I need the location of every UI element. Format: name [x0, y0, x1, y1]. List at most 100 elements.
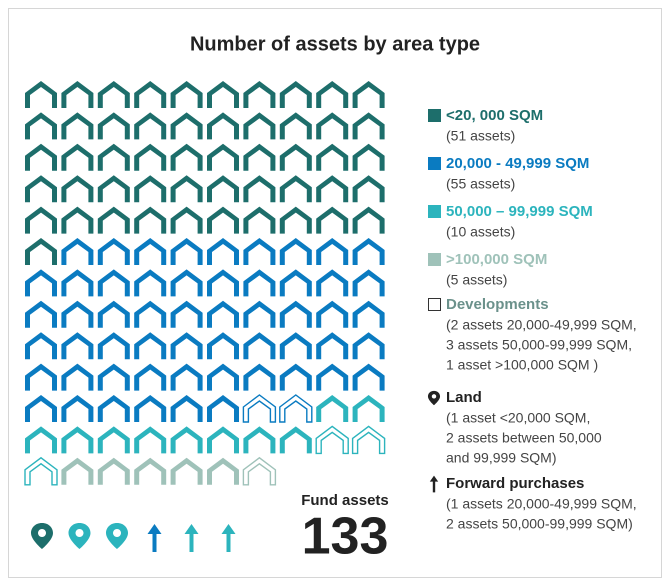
- asset-icon: [207, 395, 239, 422]
- asset-icon: [25, 143, 57, 171]
- asset-icon: [97, 363, 130, 391]
- asset-icon: [134, 332, 167, 360]
- development-icon: [315, 425, 349, 455]
- asset-icon: [207, 426, 239, 454]
- asset-icon: [279, 175, 312, 203]
- total: 133: [302, 508, 389, 566]
- asset-icon: [316, 238, 349, 265]
- asset-icon: [170, 457, 203, 485]
- asset-icon: [25, 332, 57, 360]
- legend-icon: [429, 475, 439, 493]
- asset-icon: [316, 81, 349, 108]
- legend-note: 3 assets 50,000-99,999 SQM,: [446, 337, 632, 353]
- asset-icon: [170, 269, 203, 297]
- asset-icon: [25, 300, 57, 328]
- asset-icon: [61, 81, 94, 108]
- asset-icon: [134, 143, 167, 171]
- development-icon: [279, 394, 313, 423]
- asset-icon: [134, 269, 167, 297]
- card: [8, 8, 662, 578]
- asset-icon: [243, 206, 276, 234]
- asset-icon: [316, 269, 349, 297]
- forward-icon: [221, 524, 236, 552]
- asset-icon: [352, 206, 385, 234]
- legend-note: (51 assets): [446, 128, 515, 144]
- asset-icon: [61, 112, 94, 140]
- asset-icon: [352, 143, 385, 171]
- legend-note: 2 assets between 50,000: [446, 430, 602, 446]
- forward-icon: [184, 524, 199, 552]
- asset-icon: [243, 300, 276, 328]
- asset-icon: [61, 143, 94, 171]
- asset-icon: [134, 112, 167, 140]
- legend-note: and 99,999 SQM): [446, 450, 557, 466]
- asset-icon: [170, 238, 203, 265]
- asset-icon: [25, 175, 57, 203]
- asset-icon: [61, 300, 94, 328]
- asset-icon: [207, 206, 239, 234]
- asset-icon: [170, 143, 203, 171]
- legend-note: 1 asset >100,000 SQM ): [446, 357, 598, 373]
- asset-icon: [97, 300, 130, 328]
- asset-icon: [316, 395, 349, 422]
- legend-label: <20, 000 SQM: [446, 107, 543, 124]
- legend-label: 20,000 - 49,999 SQM: [446, 155, 589, 172]
- legend-swatch: [428, 157, 441, 170]
- asset-icon: [25, 112, 57, 140]
- asset-icon: [170, 395, 203, 422]
- asset-icon: [134, 300, 167, 328]
- asset-icon: [25, 238, 57, 265]
- asset-icon: [170, 426, 203, 454]
- asset-icon: [97, 269, 130, 297]
- asset-icon: [61, 175, 94, 203]
- asset-icon: [207, 300, 239, 328]
- legend-label: 50,000 – 99,999 SQM: [446, 203, 593, 220]
- asset-icon: [170, 332, 203, 360]
- asset-icon: [279, 332, 312, 360]
- asset-icon: [207, 363, 239, 391]
- development-icon: [351, 425, 386, 455]
- asset-icon: [170, 175, 203, 203]
- asset-icon: [352, 269, 385, 297]
- asset-icon: [243, 269, 276, 297]
- asset-icon: [352, 175, 385, 203]
- legend-note: 2 assets 50,000-99,999 SQM): [446, 516, 633, 532]
- development-icon: [24, 456, 58, 486]
- asset-icon: [207, 269, 239, 297]
- asset-icon: [170, 363, 203, 391]
- asset-icon: [61, 269, 94, 297]
- chart-title: Number of assets by area type: [190, 33, 480, 55]
- legend-swatch: [428, 109, 441, 122]
- asset-icon: [25, 426, 57, 454]
- asset-icon: [352, 363, 385, 391]
- asset-icon: [97, 457, 130, 485]
- asset-icon: [207, 81, 239, 108]
- asset-icon: [207, 238, 239, 265]
- asset-icon: [134, 395, 167, 422]
- asset-icon: [170, 206, 203, 234]
- asset-icon: [316, 332, 349, 360]
- legend-label: Land: [446, 389, 482, 406]
- asset-icon: [25, 81, 57, 108]
- asset-icon: [134, 363, 167, 391]
- legend-icon: [427, 390, 441, 406]
- land-icon: [68, 523, 91, 549]
- legend-note: (2 assets 20,000-49,999 SQM,: [446, 317, 637, 333]
- asset-icon: [352, 395, 385, 422]
- asset-icon: [170, 300, 203, 328]
- legend-note: (10 assets): [446, 224, 515, 240]
- asset-icon: [243, 112, 276, 140]
- asset-icon: [279, 206, 312, 234]
- asset-icon: [352, 112, 385, 140]
- asset-icon: [134, 206, 167, 234]
- asset-icon: [25, 206, 57, 234]
- asset-icon: [316, 175, 349, 203]
- asset-icon: [279, 238, 312, 265]
- asset-icon: [279, 81, 312, 108]
- asset-icon: [25, 269, 57, 297]
- land-icon: [106, 523, 128, 549]
- asset-icon: [207, 175, 239, 203]
- asset-icon: [279, 112, 312, 140]
